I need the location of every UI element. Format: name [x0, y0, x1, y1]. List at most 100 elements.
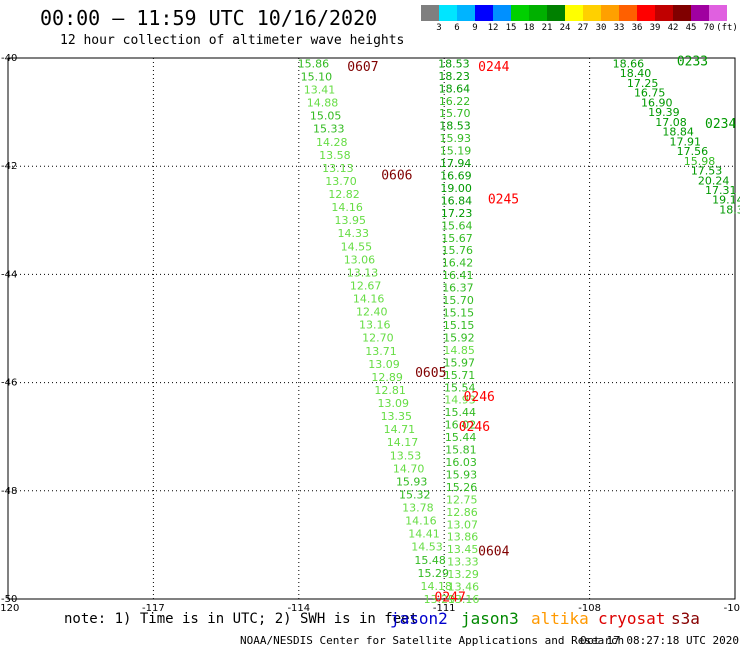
wave-height-value: 13.09: [378, 397, 410, 410]
legend-swatch: [493, 5, 511, 21]
wave-height-value: 17.08: [655, 116, 687, 129]
wave-height-value: 13.07: [446, 518, 478, 531]
wave-height-value: 12.40: [356, 306, 388, 319]
footer-timestamp: Oct 17 08:27:18 UTC 2020: [580, 634, 739, 647]
legend-swatch: [619, 5, 637, 21]
satellite-name-jason2: jason2: [390, 609, 448, 628]
wave-height-value: 12.75: [446, 493, 478, 506]
wave-height-value: 15.70: [442, 294, 474, 307]
legend-label: 30: [595, 23, 607, 33]
wave-height-value: 12.89: [371, 371, 403, 384]
legend-label: 45: [685, 23, 697, 33]
wave-height-value: 13.13: [322, 162, 354, 175]
wave-height-value: 13.06: [344, 253, 376, 266]
wave-height-value: 14.93: [444, 394, 476, 407]
wave-height-value: 13.45: [447, 543, 479, 556]
lat-tick-label: -50: [1, 594, 17, 605]
pass-time-label: 0234: [705, 117, 736, 132]
wave-height-value: 13.86: [447, 531, 479, 544]
wave-height-value: 13.70: [325, 175, 357, 188]
legend-label: 42: [667, 23, 679, 33]
legend-swatch: [529, 5, 547, 21]
wave-height-value: 17.25: [627, 77, 659, 90]
wave-height-value: 15.76: [442, 244, 474, 257]
legend-swatch: [439, 5, 457, 21]
wave-height-value: 16.69: [440, 170, 472, 183]
wave-height-value: 13.41: [304, 84, 336, 97]
wave-height-value: 13.16: [359, 319, 391, 332]
legend-label: 36: [631, 23, 643, 33]
wave-height-value: 15.15: [443, 307, 475, 320]
legend-swatch: [421, 5, 439, 21]
wave-height-value: 16.90: [641, 96, 673, 109]
wave-height-value: 12.70: [362, 332, 394, 345]
wave-height-value: 15.44: [445, 431, 477, 444]
legend-swatch: [655, 5, 673, 21]
lon-tick-label: -108: [578, 603, 601, 614]
satellite-name-jason3: jason3: [461, 609, 519, 628]
wave-height-value: 12.67: [350, 279, 382, 292]
pass-time-label: 0607: [347, 60, 378, 75]
lat-tick-label: -40: [1, 53, 17, 64]
legend-label: 6: [454, 23, 460, 33]
wave-height-value: 14.70: [393, 462, 425, 475]
wave-height-value: 15.93: [396, 475, 428, 488]
legend-label: 27: [577, 23, 589, 33]
wave-height-value: 14.55: [341, 240, 373, 253]
legend-swatch: [511, 5, 529, 21]
wave-height-value: 17.94: [440, 157, 472, 170]
wave-height-value: 16.22: [439, 95, 471, 108]
pass-time-label: 0246: [464, 390, 495, 405]
wave-height-value: 15.92: [443, 331, 475, 344]
wave-height-value: 13.53: [390, 449, 422, 462]
legend-swatch: [565, 5, 583, 21]
wave-height-value: 18.30: [719, 203, 740, 216]
wave-height-value: 15.10: [301, 70, 333, 83]
wave-height-value: 13.46: [448, 581, 480, 594]
pass-time-label: 0605: [415, 366, 446, 381]
legend-swatch: [547, 5, 565, 21]
legend-label: 70: [703, 23, 715, 33]
wave-height-value: 14.16: [405, 515, 437, 528]
wave-height-value: 13.95: [334, 214, 366, 227]
wave-height-value: 14.71: [384, 423, 416, 436]
wave-height-value: 17.31: [705, 184, 737, 197]
pass-time-label: 0606: [381, 168, 412, 183]
wave-height-value: 14.53: [411, 541, 443, 554]
map-frame: [7, 57, 736, 600]
lon-tick-label: -114: [287, 603, 310, 614]
wave-height-value: 14.17: [387, 436, 419, 449]
wave-height-value: 17.56: [677, 145, 709, 158]
wave-height-value: 15.29: [417, 567, 449, 580]
wave-height-value: 14.88: [307, 97, 339, 110]
units-note: note: 1) Time is in UTC; 2) SWH is in fe…: [64, 611, 419, 627]
wave-height-value: 13.78: [402, 502, 434, 515]
lon-tick-label: -117: [142, 603, 165, 614]
legend-swatch: [601, 5, 619, 21]
wave-height-value: 13.29: [424, 593, 456, 606]
wave-height-value: 17.91: [669, 135, 701, 148]
legend-swatch: [475, 5, 493, 21]
legend-swatch: [691, 5, 709, 21]
legend-label: 33: [613, 23, 625, 33]
color-legend: [421, 5, 740, 21]
wave-height-value: 20.24: [698, 174, 730, 187]
legend-label: 9: [472, 23, 478, 33]
legend-swatch: [709, 5, 727, 21]
pass-time-label: 0604: [478, 544, 509, 559]
footer-source: NOAA/NESDIS Center for Satellite Applica…: [240, 634, 625, 647]
wave-height-value: 15.64: [441, 219, 473, 232]
wave-height-value: 14.16: [353, 293, 385, 306]
legend-label: 24: [559, 23, 571, 33]
legend-swatch: [727, 5, 740, 21]
wave-height-value: 15.05: [310, 110, 342, 123]
pass-time-labels: 0607 0606 0605 0604 0244 0245 0246 0246 0247 0233…: [347, 55, 736, 606]
wave-height-value: 15.98: [684, 155, 716, 168]
pass-time-label: 0245: [488, 193, 519, 208]
wave-height-value: 15.26: [446, 481, 478, 494]
wave-height-value: 14.85: [443, 344, 475, 357]
map-tick-labels: -120 -117 -114 -111 -108 -105 -40 -42 -44 -46 -48 -…: [0, 53, 740, 614]
legend-swatch: [673, 5, 691, 21]
wave-height-value: 13.35: [381, 410, 413, 423]
